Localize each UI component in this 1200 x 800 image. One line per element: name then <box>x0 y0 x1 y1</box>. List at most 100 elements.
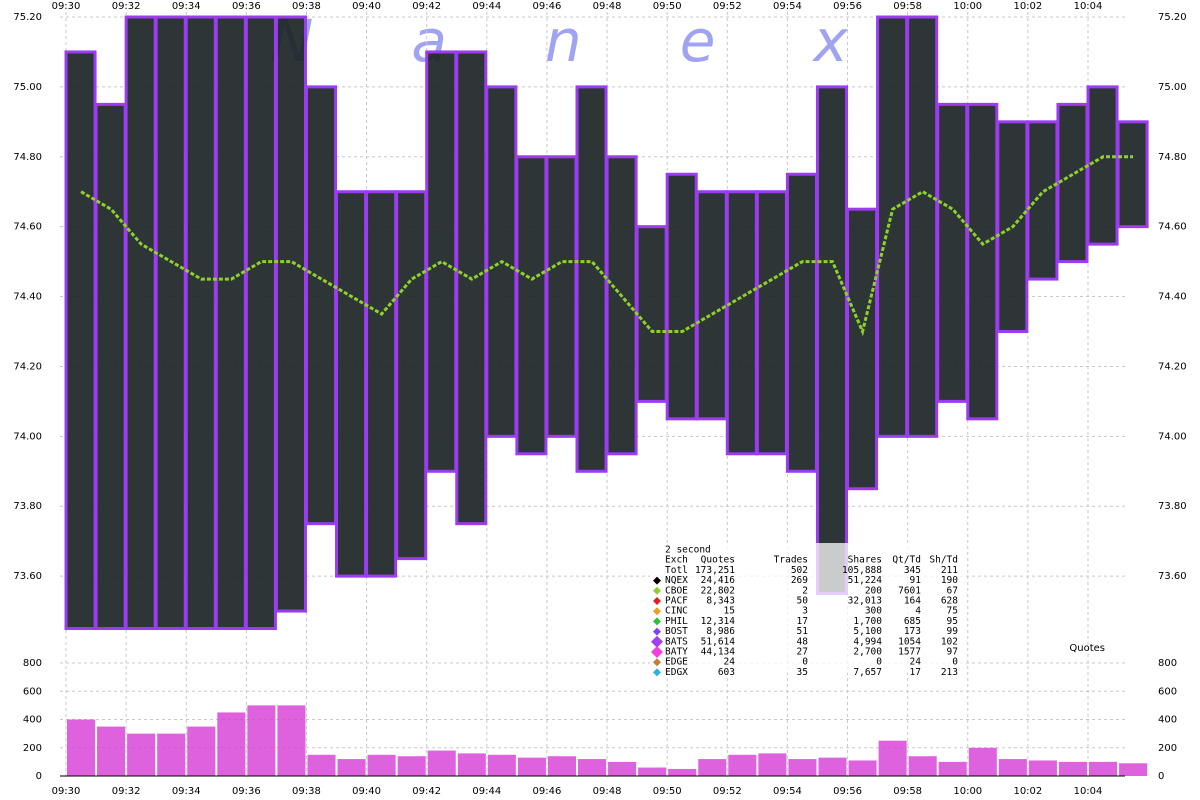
quote-bar <box>427 750 456 776</box>
y-tick-label: 0 <box>36 771 42 782</box>
quote-range <box>635 225 668 403</box>
quote-bar <box>247 705 276 776</box>
quote-range <box>1116 120 1149 229</box>
legend-marker <box>651 646 663 658</box>
table-cell: 51,224 <box>848 575 883 586</box>
quote-bar <box>307 754 336 776</box>
quote-bar <box>1058 761 1087 776</box>
table-cell: 4,994 <box>853 636 882 647</box>
table-cell: 27 <box>797 647 808 658</box>
x-tick-label: 09:46 <box>533 786 562 797</box>
quote-bar <box>938 761 967 776</box>
quote-bar <box>608 761 637 776</box>
y-tick-label: 800 <box>23 658 42 669</box>
legend-marker <box>653 668 661 677</box>
table-header: Sh/Td <box>929 555 958 566</box>
quote-range <box>1086 85 1119 246</box>
quote-range <box>876 15 909 438</box>
quote-range <box>575 85 608 473</box>
legend-marker <box>653 617 661 626</box>
table-title: 2 second <box>665 545 711 556</box>
y-tick-label-right: 600 <box>1158 686 1177 697</box>
quote-bar <box>1028 760 1057 776</box>
table-cell: 2,700 <box>853 647 882 658</box>
x-tick-label: 09:38 <box>292 1 321 12</box>
table-cell: 22,802 <box>701 585 735 596</box>
quote-range <box>274 15 307 613</box>
quote-range <box>184 15 217 631</box>
y-tick-label: 74.20 <box>13 361 42 372</box>
table-cell: 1577 <box>898 647 921 658</box>
quote-range <box>936 102 969 403</box>
quote-bar <box>668 768 697 776</box>
x-tick-label: 09:40 <box>352 786 381 797</box>
quote-bar <box>728 754 757 776</box>
quote-range <box>154 15 187 631</box>
table-cell: 102 <box>941 636 958 647</box>
x-tick-label: 09:52 <box>713 1 742 12</box>
x-tick-label: 09:36 <box>232 1 261 12</box>
quote-bar <box>517 757 546 776</box>
quote-range <box>665 172 698 421</box>
table-cell: 7,657 <box>853 667 882 678</box>
x-tick-label: 10:02 <box>1013 1 1042 12</box>
quote-range <box>395 190 428 561</box>
x-tick-label: 09:36 <box>232 786 261 797</box>
table-cell: 32,013 <box>848 596 882 607</box>
quote-bar <box>367 754 396 776</box>
x-tick-label: 09:30 <box>52 1 81 12</box>
quote-bar <box>758 753 787 776</box>
table-cell: 48 <box>797 636 809 647</box>
table-header: Quotes <box>701 555 735 566</box>
quote-bar <box>848 760 877 776</box>
quote-bar <box>67 719 96 776</box>
y-tick-label: 75.20 <box>13 12 42 23</box>
quote-range <box>725 190 758 456</box>
table-cell: 99 <box>947 626 959 637</box>
table-cell: 8,986 <box>706 626 735 637</box>
x-tick-label: 09:50 <box>653 786 682 797</box>
quote-range <box>425 50 458 473</box>
table-cell: 211 <box>941 565 958 576</box>
table-cell: 12,314 <box>701 616 736 627</box>
x-tick-label: 09:54 <box>773 786 802 797</box>
quote-bar <box>187 726 216 776</box>
x-tick-label: 09:48 <box>593 786 622 797</box>
x-tick-label: 09:56 <box>833 1 862 12</box>
x-tick-label: 09:58 <box>893 786 922 797</box>
y-tick-label-right: 75.00 <box>1158 82 1187 93</box>
legend-marker <box>653 586 661 595</box>
table-cell: 190 <box>941 575 958 586</box>
x-tick-label: 09:54 <box>773 1 802 12</box>
y-tick-label-right: 0 <box>1158 771 1164 782</box>
table-bg <box>650 543 965 673</box>
y-tick-label-right: 200 <box>1158 743 1177 754</box>
quote-range <box>906 15 939 438</box>
table-cell: 35 <box>797 667 808 678</box>
y-tick-label: 74.00 <box>13 431 42 442</box>
quote-bar <box>818 757 847 776</box>
quote-range <box>515 155 548 456</box>
quote-bar <box>998 759 1027 776</box>
table-cell: 3 <box>802 606 808 617</box>
panel-label: Quotes <box>1069 643 1105 654</box>
table-cell: 51 <box>797 626 809 637</box>
table-header: Shares <box>848 555 882 566</box>
x-tick-label: 09:44 <box>472 786 501 797</box>
table-cell: 97 <box>947 647 958 658</box>
legend-marker <box>653 627 661 636</box>
table-cell: 7601 <box>898 585 921 596</box>
quote-bar <box>788 759 817 776</box>
table-cell: 24 <box>910 657 922 668</box>
x-tick-label: 09:58 <box>893 1 922 12</box>
quote-range <box>695 190 728 421</box>
table-cell: 603 <box>718 667 735 678</box>
quote-range <box>124 15 157 631</box>
table-cell: 0 <box>876 657 882 668</box>
table-cell: 164 <box>904 596 921 607</box>
x-tick-label: 10:00 <box>953 786 982 797</box>
x-tick-label: 10:04 <box>1074 1 1103 12</box>
table-cell: 1,700 <box>853 616 882 627</box>
y-tick-label: 600 <box>23 686 42 697</box>
